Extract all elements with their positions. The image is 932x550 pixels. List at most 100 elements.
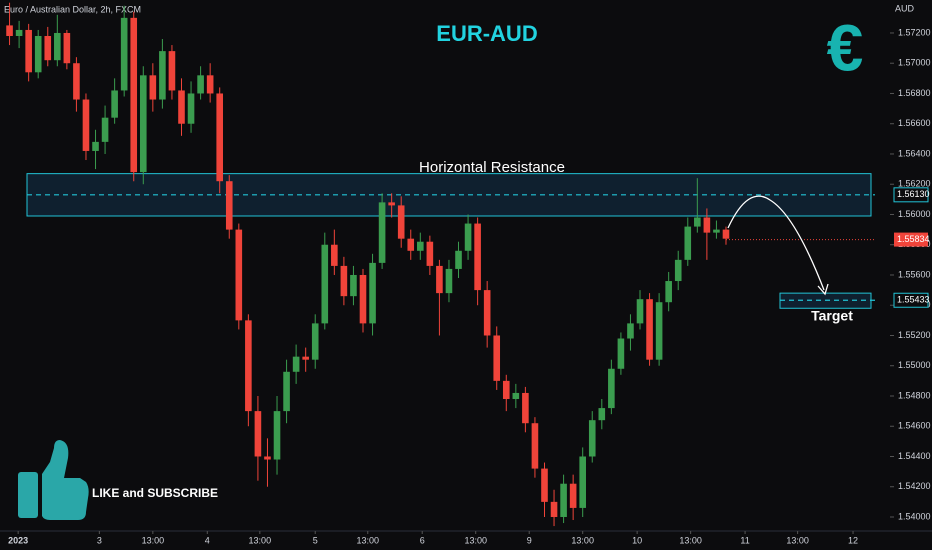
candle-body (713, 229, 720, 233)
candle-body (617, 338, 625, 369)
candle-body (541, 468, 548, 502)
candle-body (63, 32, 71, 64)
x-tick-label: 11 (740, 535, 749, 545)
candle-body (130, 17, 138, 173)
candle-body (73, 63, 80, 100)
price-tag (893, 187, 929, 203)
candle-body (359, 274, 367, 324)
y-tick-label: 1.55600 (898, 269, 931, 279)
candle-body (665, 281, 672, 303)
x-tick-label: 9 (527, 535, 532, 545)
x-tick-label: 5 (313, 535, 318, 545)
x-tick-label: 12 (848, 535, 858, 545)
price-tag (894, 232, 928, 247)
candle-body (225, 181, 233, 230)
candle-body (608, 368, 615, 409)
y-tick-label: 1.56400 (898, 148, 931, 158)
x-tick-label: 10 (632, 535, 642, 545)
candle-body (139, 75, 147, 173)
like-icon (18, 440, 89, 520)
x-tick-label: 13:00 (357, 535, 380, 545)
x-tick-label: 13:00 (142, 535, 165, 545)
candle-body (378, 202, 386, 263)
x-tick-label: 3 (97, 535, 102, 545)
y-tick-label: 1.56800 (898, 88, 931, 98)
y-tick-label: 1.57000 (898, 58, 931, 68)
y-tick-label: 1.54600 (898, 421, 931, 431)
price-tag (893, 292, 929, 308)
candle-body (25, 29, 32, 73)
candle-body (522, 392, 529, 424)
candle-body (397, 205, 405, 239)
y-tick-label: 1.54200 (898, 481, 931, 491)
candle-body (445, 268, 453, 294)
candle-body (302, 356, 309, 360)
candle-body (407, 238, 415, 251)
candle-body (273, 411, 281, 460)
candle-body (722, 229, 730, 239)
candle-body (474, 223, 481, 291)
candle-body (254, 411, 262, 457)
candle-body (235, 229, 243, 321)
candle-body (34, 35, 42, 73)
candle-body (388, 202, 395, 206)
candle-body (197, 75, 204, 94)
x-tick-label: 4 (205, 535, 210, 545)
arrow-head (817, 283, 829, 296)
y-tick-label: 1.56600 (898, 118, 931, 128)
x-tick-label: 13:00 (249, 535, 272, 545)
candle-body (292, 356, 300, 372)
candle-body (206, 75, 214, 94)
candle-body (569, 483, 577, 508)
candle-body (216, 93, 224, 182)
candle-body (178, 90, 185, 124)
candle-body (149, 75, 157, 100)
projection-arrow (727, 195, 825, 291)
y-tick-label: 1.54800 (898, 390, 931, 400)
x-tick-label: 6 (420, 535, 425, 545)
currency-label: AUD (895, 3, 915, 13)
candle-body (483, 290, 491, 336)
candle-body (340, 265, 348, 297)
target-label: Target (811, 308, 853, 324)
candle-body (101, 117, 109, 142)
candle-body (560, 483, 567, 517)
y-tick-label: 1.57200 (898, 27, 931, 37)
candle-body (369, 262, 376, 324)
candle-body (311, 323, 319, 360)
candle-body (464, 223, 472, 251)
candle-body (694, 217, 701, 227)
candle-body (531, 423, 539, 469)
candle-body (54, 32, 61, 61)
x-tick-label: 13:00 (679, 535, 702, 545)
candle-body (245, 320, 252, 412)
symbol-header: Euro / Australian Dollar, 2h, FXCM (4, 4, 141, 14)
euro-logo: € (827, 10, 864, 84)
candle-body (331, 244, 338, 266)
x-tick-label: 2023 (8, 535, 28, 545)
candle-body (493, 335, 501, 381)
candle-body (168, 51, 176, 91)
candle-body (512, 392, 520, 400)
y-tick-label: 1.55000 (898, 360, 931, 370)
candle-body (6, 25, 13, 36)
candle-body (674, 259, 682, 282)
candle-body (15, 29, 23, 36)
candle-body (588, 420, 596, 457)
x-tick-label: 13:00 (786, 535, 809, 545)
resistance-label: Horizontal Resistance (419, 159, 565, 176)
candle-body (627, 323, 634, 339)
price-tag-label: 1.56130 (897, 189, 930, 199)
chart-title: EUR-AUD (436, 21, 537, 46)
candle-body (598, 408, 606, 421)
candle-body (350, 274, 357, 297)
candle-body (120, 17, 128, 91)
candle-body (636, 299, 644, 324)
candle-body (684, 226, 692, 260)
candle-body (703, 217, 711, 233)
y-tick-label: 1.56200 (898, 179, 931, 189)
candle-body (455, 250, 462, 269)
cta-text: LIKE and SUBSCRIBE (92, 486, 218, 500)
